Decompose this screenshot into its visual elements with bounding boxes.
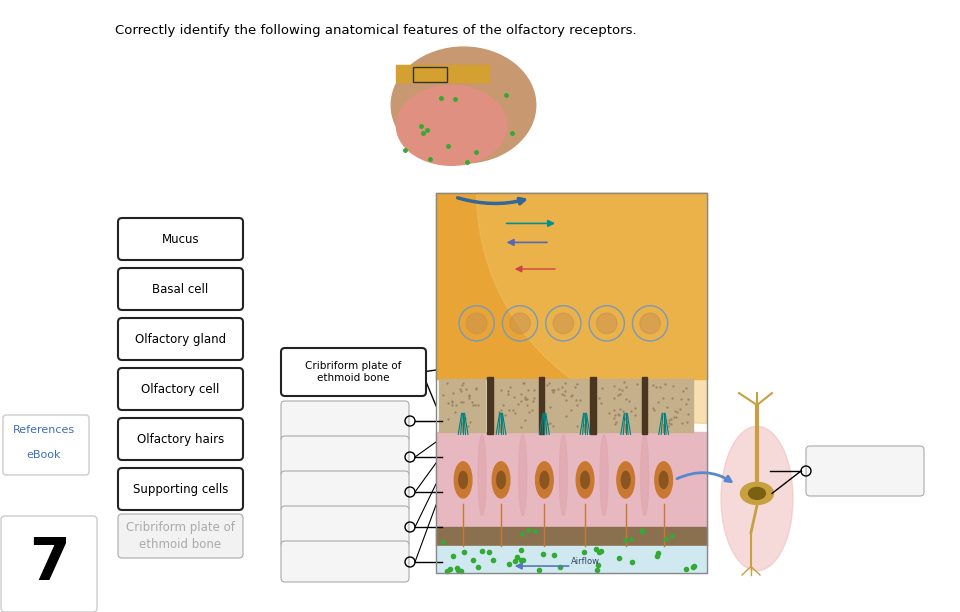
FancyBboxPatch shape xyxy=(118,318,243,360)
Text: Basal cell: Basal cell xyxy=(153,283,208,296)
Circle shape xyxy=(467,313,487,334)
FancyBboxPatch shape xyxy=(281,471,409,512)
Ellipse shape xyxy=(617,462,635,498)
Ellipse shape xyxy=(392,47,536,163)
Bar xyxy=(436,528,707,547)
FancyBboxPatch shape xyxy=(3,415,89,475)
Text: Supporting cells: Supporting cells xyxy=(132,482,228,496)
Text: Airflow: Airflow xyxy=(570,556,600,565)
FancyBboxPatch shape xyxy=(281,506,409,547)
FancyBboxPatch shape xyxy=(118,418,243,460)
Circle shape xyxy=(553,313,574,334)
Wedge shape xyxy=(477,193,707,424)
Bar xyxy=(436,193,707,573)
Circle shape xyxy=(639,313,660,334)
Bar xyxy=(539,378,544,435)
Ellipse shape xyxy=(492,462,510,498)
Bar xyxy=(596,379,642,433)
Text: Olfactory gland: Olfactory gland xyxy=(135,332,226,346)
Ellipse shape xyxy=(621,471,630,488)
FancyBboxPatch shape xyxy=(118,218,243,260)
Bar xyxy=(647,379,693,433)
Text: Cribriform plate of
ethmoid bone: Cribriform plate of ethmoid bone xyxy=(126,521,235,551)
Text: Olfactory hairs: Olfactory hairs xyxy=(137,433,224,446)
Ellipse shape xyxy=(478,435,486,515)
Ellipse shape xyxy=(576,462,594,498)
FancyBboxPatch shape xyxy=(281,541,409,582)
Text: 7: 7 xyxy=(29,536,69,592)
Text: Olfactory cell: Olfactory cell xyxy=(141,382,220,395)
FancyBboxPatch shape xyxy=(281,436,409,477)
Ellipse shape xyxy=(540,471,549,488)
Ellipse shape xyxy=(536,462,553,498)
FancyBboxPatch shape xyxy=(806,446,924,496)
FancyBboxPatch shape xyxy=(281,348,426,396)
Bar xyxy=(396,64,489,82)
FancyBboxPatch shape xyxy=(118,468,243,510)
FancyBboxPatch shape xyxy=(281,401,409,442)
Text: References: References xyxy=(12,425,75,435)
Bar xyxy=(492,379,539,433)
Circle shape xyxy=(510,313,530,334)
Bar xyxy=(439,379,485,433)
Bar xyxy=(436,547,707,573)
Bar xyxy=(413,67,446,82)
Ellipse shape xyxy=(396,86,507,165)
Bar xyxy=(544,379,590,433)
Circle shape xyxy=(596,313,617,334)
Bar xyxy=(436,433,707,528)
Ellipse shape xyxy=(518,435,527,515)
Ellipse shape xyxy=(655,462,672,498)
Ellipse shape xyxy=(640,435,649,515)
FancyBboxPatch shape xyxy=(118,268,243,310)
FancyBboxPatch shape xyxy=(1,516,97,612)
Bar xyxy=(436,193,707,379)
Ellipse shape xyxy=(660,471,668,488)
Text: Correctly identify the following anatomical features of the olfactory receptors.: Correctly identify the following anatomi… xyxy=(115,23,636,37)
Ellipse shape xyxy=(459,471,468,488)
Text: Mucus: Mucus xyxy=(161,233,200,245)
Ellipse shape xyxy=(600,435,608,515)
FancyBboxPatch shape xyxy=(118,514,243,558)
Bar xyxy=(488,378,492,435)
Bar xyxy=(590,378,596,435)
Text: eBook: eBook xyxy=(27,450,61,460)
Ellipse shape xyxy=(581,471,589,488)
Ellipse shape xyxy=(749,487,765,499)
Ellipse shape xyxy=(560,435,567,515)
Ellipse shape xyxy=(740,482,774,504)
Ellipse shape xyxy=(454,462,472,498)
Text: Cribriform plate of
ethmoid bone: Cribriform plate of ethmoid bone xyxy=(305,361,401,383)
Ellipse shape xyxy=(721,426,793,571)
Bar xyxy=(642,378,647,435)
Ellipse shape xyxy=(496,471,505,488)
FancyBboxPatch shape xyxy=(118,368,243,410)
